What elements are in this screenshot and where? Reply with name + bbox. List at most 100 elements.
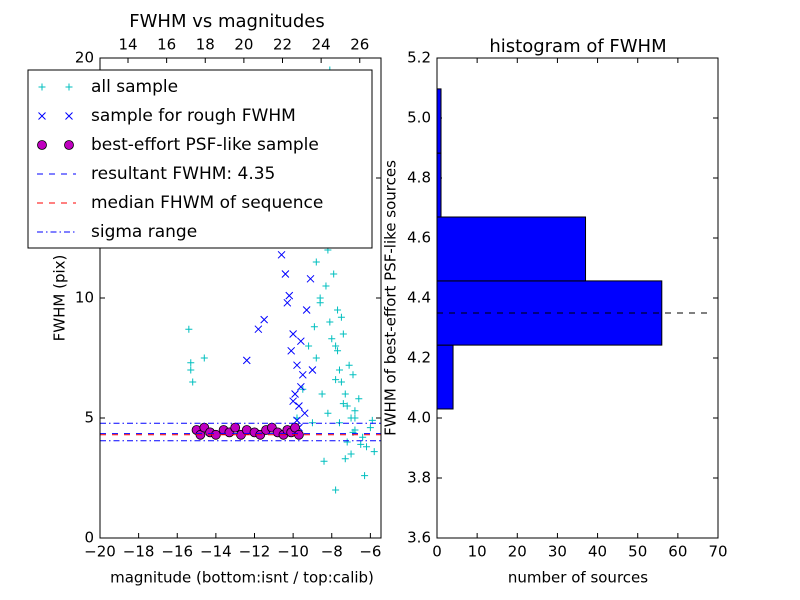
point (296, 337, 305, 346)
x2-tick-label: 22 (273, 36, 292, 54)
bar (436, 344, 454, 410)
point (285, 291, 294, 300)
y-tick-label: 3.8 (407, 469, 431, 487)
point (357, 440, 365, 448)
x-tick-label: −16 (161, 543, 193, 561)
x2-tick-label: 18 (196, 36, 215, 54)
point (351, 414, 359, 422)
y-tick-label: 10 (75, 289, 94, 307)
legend-label: all sample (91, 77, 178, 97)
point (334, 347, 342, 355)
x-tick-label: −8 (321, 543, 343, 561)
point (291, 390, 299, 398)
x-tick-label: −14 (200, 543, 232, 561)
x-tick-label: 60 (668, 543, 687, 561)
point (330, 270, 338, 278)
point (260, 315, 269, 324)
x-tick-label: 30 (548, 543, 567, 561)
point (359, 433, 367, 441)
x2-tick-label: 20 (234, 36, 253, 54)
point (349, 371, 357, 379)
legend (27, 69, 373, 249)
x-tick-label: 40 (588, 543, 607, 561)
point (337, 313, 345, 321)
point (332, 376, 340, 384)
x-axis-label: magnitude (bottom:isnt / top:calib) (110, 569, 374, 587)
point (189, 378, 197, 386)
point (200, 354, 208, 362)
point (326, 318, 334, 326)
point (305, 342, 313, 350)
legend-label: sample for rough FWHM (91, 106, 296, 126)
point (312, 258, 320, 266)
point (328, 335, 336, 343)
x-tick-label: −10 (277, 543, 309, 561)
point (368, 416, 376, 424)
legend-marker (65, 112, 73, 120)
point (351, 407, 359, 415)
point (242, 356, 251, 365)
point (355, 395, 363, 403)
point (310, 323, 318, 331)
plot-area (100, 66, 381, 494)
legend-label: median FHWM of sequence (91, 193, 323, 213)
point (341, 455, 349, 463)
point (254, 325, 263, 334)
point (296, 382, 305, 391)
y-tick-label: 4.6 (407, 229, 431, 247)
x-tick-label: −6 (359, 543, 381, 561)
y-tick-label: 4.0 (407, 409, 431, 427)
point (335, 366, 343, 374)
x-tick-label: −20 (84, 543, 116, 561)
x2-tick-label: 14 (118, 36, 137, 54)
point (341, 390, 349, 398)
legend-marker (37, 140, 47, 150)
point (306, 274, 315, 283)
point (370, 448, 378, 456)
point (332, 342, 340, 350)
point (308, 366, 317, 374)
point (343, 402, 351, 410)
point (293, 361, 301, 370)
point (332, 486, 340, 494)
x-tick-label: 20 (508, 543, 527, 561)
point (339, 400, 347, 408)
legend-label: best-effort PSF-like sample (91, 135, 319, 155)
x-tick-label: −12 (239, 543, 271, 561)
point (289, 397, 297, 406)
y-axis-label: FWHM (pix) (51, 255, 69, 342)
point (363, 443, 371, 451)
y-tick-label: 4.2 (407, 349, 431, 367)
point (337, 378, 345, 386)
point (339, 330, 347, 338)
bar (436, 88, 442, 154)
x-tick-label: 10 (468, 543, 487, 561)
x-tick-label: −18 (123, 543, 155, 561)
x2-tick-label: 26 (350, 36, 369, 54)
point (366, 424, 374, 432)
legend-marker (64, 140, 74, 150)
legend-marker (65, 83, 73, 91)
point (300, 409, 309, 418)
legend-label: resultant FWHM: 4.35 (91, 164, 275, 184)
y-tick-label: 5 (84, 409, 94, 427)
point (187, 359, 195, 367)
point (322, 282, 330, 290)
axes-frame (99, 57, 382, 539)
y-tick-label: 20 (75, 49, 94, 67)
bar (436, 152, 442, 218)
point (345, 361, 353, 369)
y-axis-label: FWHM of best-effort PSF-like sources (382, 160, 400, 436)
point (343, 438, 351, 446)
y-tick-label: 0 (84, 529, 94, 547)
point (302, 306, 311, 314)
bar (436, 216, 587, 282)
chart-title: histogram of FWHM (489, 36, 666, 57)
point (361, 472, 369, 480)
point (316, 294, 324, 302)
y-tick-label: 4.4 (407, 289, 431, 307)
point (320, 457, 328, 465)
axes-frame (436, 57, 719, 539)
legend-label: sigma range (91, 222, 197, 242)
y-tick-label: 3.6 (407, 529, 431, 547)
